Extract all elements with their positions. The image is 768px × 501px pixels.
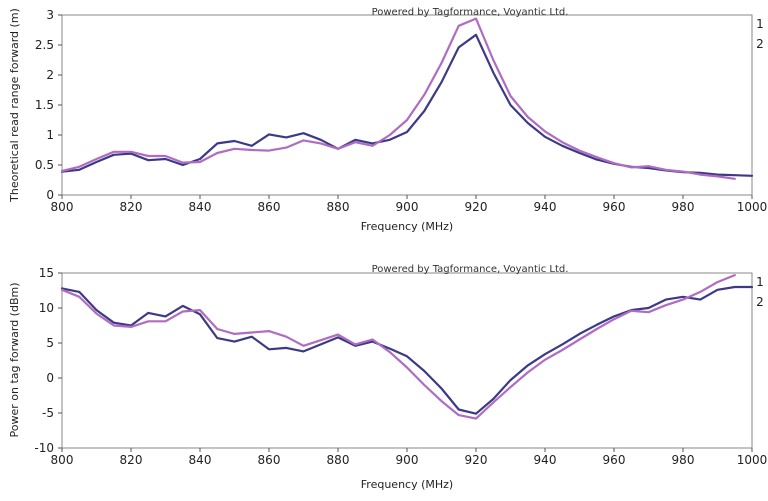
y-tick-label: 0 [46, 188, 54, 202]
x-axis-label: Frequency (MHz) [361, 220, 453, 233]
x-tick-label: 980 [672, 453, 695, 467]
x-tick-label: 900 [396, 453, 419, 467]
series-line-1 [60, 285, 754, 415]
y-tick-label: 10 [39, 301, 54, 315]
y-axis-label: Power on tag forward (dBm) [8, 283, 21, 438]
x-tick-label: 800 [51, 453, 74, 467]
x-tick-label: 860 [258, 453, 281, 467]
legend-entry-2: 2 [756, 37, 764, 51]
legend-entry-1: 1 [756, 17, 764, 31]
x-tick-label: 1000 [737, 200, 768, 214]
x-tick-label: 840 [189, 200, 212, 214]
y-tick-label: 0 [46, 371, 54, 385]
watermark-text: Powered by Tagformance, Voyantic Ltd. [372, 264, 569, 275]
y-tick-label: 2 [46, 68, 54, 82]
legend-entry-2: 2 [756, 295, 764, 309]
x-tick-label: 840 [189, 453, 212, 467]
y-tick-label: 0.5 [35, 158, 54, 172]
x-tick-label: 920 [465, 200, 488, 214]
x-tick-label: 960 [603, 453, 626, 467]
x-tick-label: 980 [672, 200, 695, 214]
y-tick-label: 3 [46, 8, 54, 22]
x-tick-label: 960 [603, 200, 626, 214]
y-tick-label: 1 [46, 128, 54, 142]
watermark-text: Powered by Tagformance, Voyantic Ltd. [372, 7, 569, 18]
x-tick-label: 860 [258, 200, 281, 214]
x-tick-label: 800 [51, 200, 74, 214]
plot-area-2 [61, 272, 753, 449]
x-tick-label: 900 [396, 200, 419, 214]
x-tick-label: 920 [465, 453, 488, 467]
y-tick-label: 1.5 [35, 98, 54, 112]
y-tick-label: -5 [42, 406, 54, 420]
x-tick-label: 940 [534, 200, 557, 214]
x-axis-label: Frequency (MHz) [361, 478, 453, 491]
series-line-2 [60, 274, 736, 420]
x-tick-label: 880 [327, 200, 350, 214]
y-axis-label: Theoretical read range forward (m) [8, 8, 21, 203]
x-tick-label: 940 [534, 453, 557, 467]
x-tick-label: 820 [120, 200, 143, 214]
y-tick-label: -10 [34, 441, 54, 455]
y-tick-label: 2.5 [35, 38, 54, 52]
series-line-1 [60, 33, 754, 177]
y-tick-label: 5 [46, 336, 54, 350]
x-tick-label: 820 [120, 453, 143, 467]
y-tick-label: 15 [39, 266, 54, 280]
x-tick-label: 1000 [737, 453, 768, 467]
series-line-2 [60, 17, 736, 180]
legend-entry-1: 1 [756, 275, 764, 289]
x-tick-label: 880 [327, 453, 350, 467]
